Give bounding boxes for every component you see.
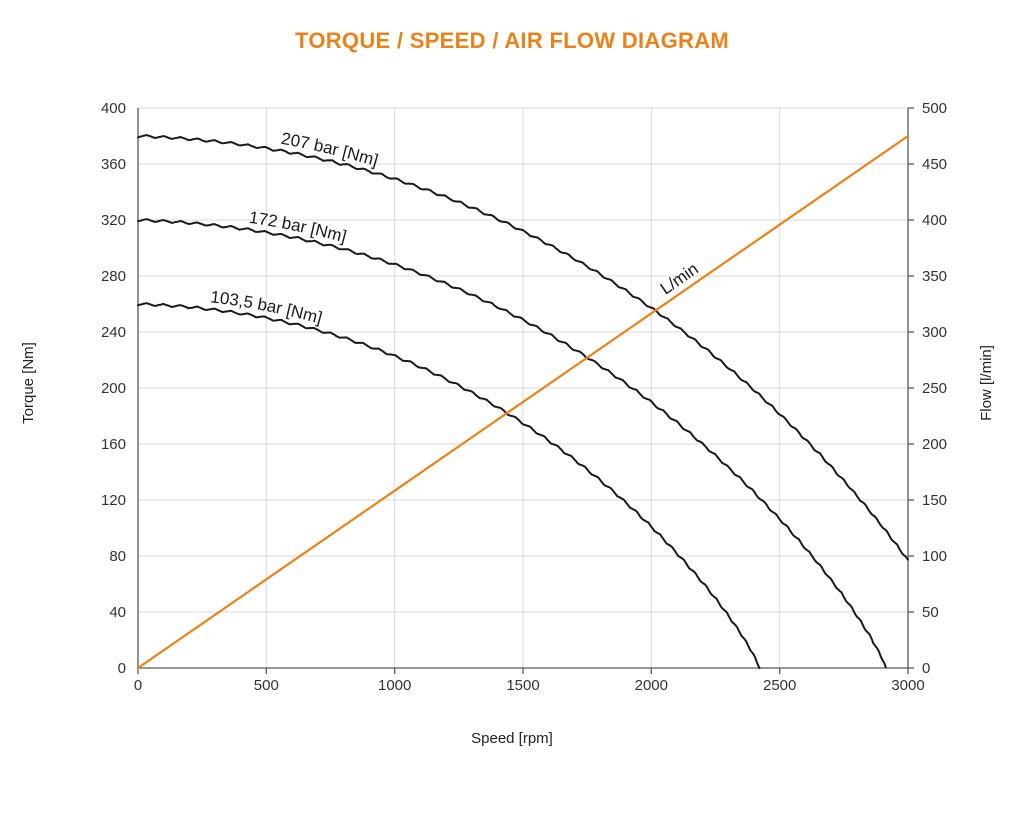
svg-text:360: 360: [101, 156, 126, 173]
svg-text:320: 320: [101, 212, 126, 229]
svg-text:1500: 1500: [506, 677, 539, 694]
svg-text:250: 250: [922, 380, 947, 397]
svg-text:172 bar [Nm]: 172 bar [Nm]: [248, 208, 349, 247]
svg-text:2500: 2500: [763, 677, 796, 694]
svg-text:240: 240: [101, 324, 126, 341]
svg-text:150: 150: [922, 492, 947, 509]
svg-text:L/min: L/min: [657, 259, 702, 298]
svg-text:80: 80: [109, 548, 126, 565]
svg-text:300: 300: [922, 324, 947, 341]
svg-text:120: 120: [101, 492, 126, 509]
svg-text:100: 100: [922, 548, 947, 565]
svg-text:0: 0: [134, 677, 142, 694]
svg-text:500: 500: [254, 677, 279, 694]
svg-text:40: 40: [109, 604, 126, 621]
svg-text:200: 200: [922, 436, 947, 453]
svg-text:450: 450: [922, 156, 947, 173]
svg-text:200: 200: [101, 380, 126, 397]
svg-text:103,5 bar [Nm]: 103,5 bar [Nm]: [209, 287, 324, 327]
svg-text:400: 400: [101, 100, 126, 117]
svg-text:0: 0: [922, 660, 930, 677]
svg-text:350: 350: [922, 268, 947, 285]
svg-text:1000: 1000: [378, 677, 411, 694]
svg-text:280: 280: [101, 268, 126, 285]
svg-text:3000: 3000: [891, 677, 924, 694]
svg-text:160: 160: [101, 436, 126, 453]
svg-text:0: 0: [118, 660, 126, 677]
svg-text:2000: 2000: [635, 677, 668, 694]
svg-text:50: 50: [922, 604, 939, 621]
svg-text:400: 400: [922, 212, 947, 229]
svg-text:500: 500: [922, 100, 947, 117]
